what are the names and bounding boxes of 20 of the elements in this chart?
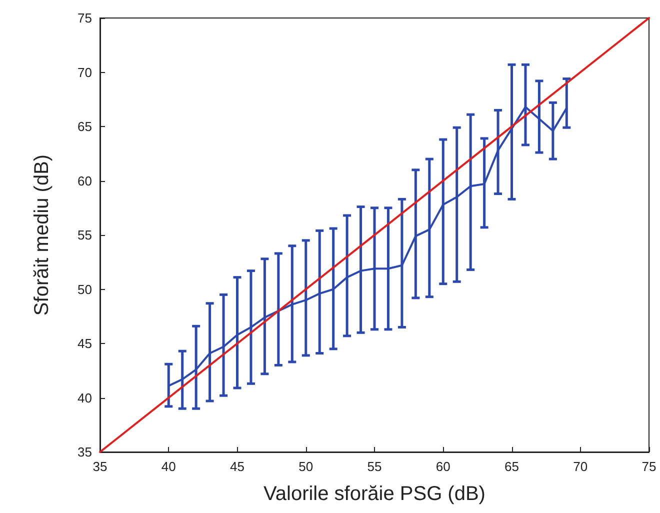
y-tick-label: 50 — [78, 282, 92, 297]
x-tick-label: 75 — [642, 459, 656, 474]
y-tick-label: 45 — [78, 336, 92, 351]
x-tick-label: 35 — [92, 459, 108, 474]
x-tick-label: 65 — [504, 459, 519, 474]
x-tick-label: 50 — [298, 459, 314, 474]
y-axis-title: Sforăit mediu (dB) — [31, 154, 53, 316]
y-tick-label: 40 — [78, 390, 92, 406]
y-tick-label: 35 — [78, 444, 92, 460]
x-tick-label: 40 — [161, 459, 176, 474]
x-tick-label: 45 — [230, 459, 244, 474]
y-tick-label: 75 — [78, 10, 92, 26]
x-tick-label: 70 — [573, 459, 588, 474]
y-tick-label: 70 — [78, 64, 92, 80]
y-tick-label: 60 — [78, 173, 92, 188]
x-axis-title: Valorile sforăie PSG (dB) — [264, 483, 486, 505]
y-tick-label: 55 — [78, 228, 92, 242]
y-tick-label: 65 — [78, 119, 92, 134]
x-tick-label: 60 — [436, 459, 450, 474]
x-tick-label: 55 — [367, 459, 382, 474]
